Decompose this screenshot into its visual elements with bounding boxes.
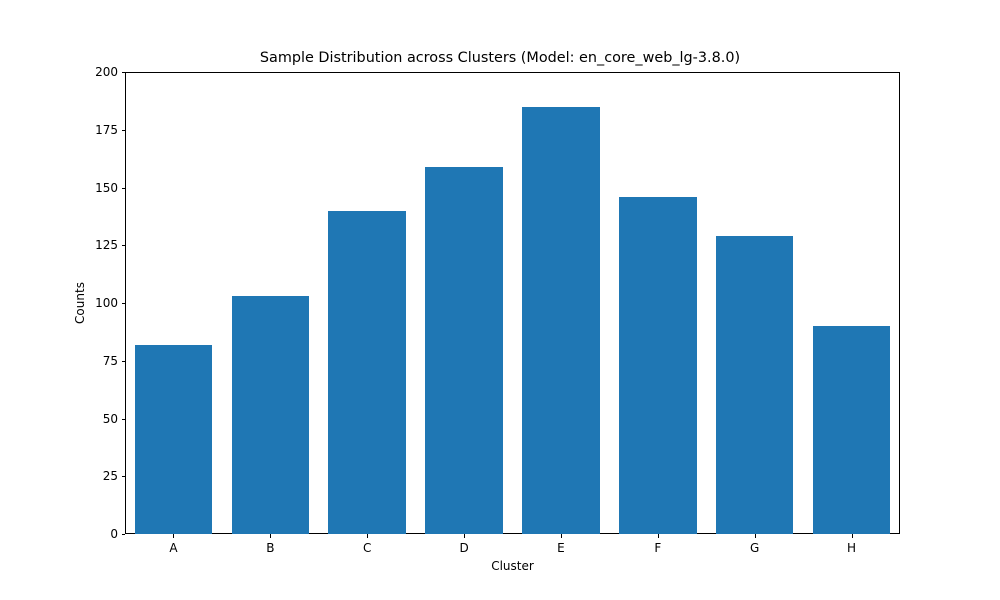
bar <box>619 197 697 534</box>
y-tick <box>122 245 126 246</box>
bar <box>522 107 600 534</box>
y-tick <box>122 303 126 304</box>
y-tick <box>122 361 126 362</box>
x-tick-label: E <box>557 541 565 555</box>
y-tick-label: 125 <box>95 238 118 252</box>
x-tick <box>755 534 756 538</box>
y-tick <box>122 188 126 189</box>
y-tick <box>122 534 126 535</box>
bar <box>328 211 406 534</box>
x-tick <box>367 534 368 538</box>
axes-area: ABCDEFGH0255075100125150175200 <box>125 72 900 534</box>
x-tick <box>173 534 174 538</box>
bar <box>232 296 310 534</box>
bar <box>813 326 891 534</box>
figure: Sample Distribution across Clusters (Mod… <box>0 0 1000 600</box>
y-tick-label: 150 <box>95 181 118 195</box>
x-tick-label: G <box>750 541 759 555</box>
spine-top <box>125 72 900 73</box>
spine-right <box>899 72 900 534</box>
x-tick <box>270 534 271 538</box>
y-axis-label: Counts <box>73 282 87 324</box>
bar <box>425 167 503 534</box>
spine-left <box>125 72 126 534</box>
y-tick <box>122 72 126 73</box>
y-tick-label: 100 <box>95 296 118 310</box>
y-tick-label: 200 <box>95 65 118 79</box>
y-tick <box>122 476 126 477</box>
y-tick-label: 175 <box>95 123 118 137</box>
x-tick-label: H <box>847 541 856 555</box>
x-tick <box>852 534 853 538</box>
x-tick-label: C <box>363 541 371 555</box>
y-tick <box>122 419 126 420</box>
y-tick-label: 25 <box>103 469 118 483</box>
x-tick-label: D <box>459 541 468 555</box>
y-tick <box>122 130 126 131</box>
bar <box>716 236 794 534</box>
x-tick-label: A <box>169 541 177 555</box>
x-tick <box>658 534 659 538</box>
x-tick <box>561 534 562 538</box>
chart-title: Sample Distribution across Clusters (Mod… <box>0 50 1000 66</box>
y-tick-label: 75 <box>103 354 118 368</box>
x-tick-label: B <box>266 541 274 555</box>
y-tick-label: 0 <box>110 527 118 541</box>
x-axis-label: Cluster <box>491 559 534 573</box>
x-tick-label: F <box>654 541 661 555</box>
bar <box>135 345 213 534</box>
y-tick-label: 50 <box>103 412 118 426</box>
x-tick <box>464 534 465 538</box>
